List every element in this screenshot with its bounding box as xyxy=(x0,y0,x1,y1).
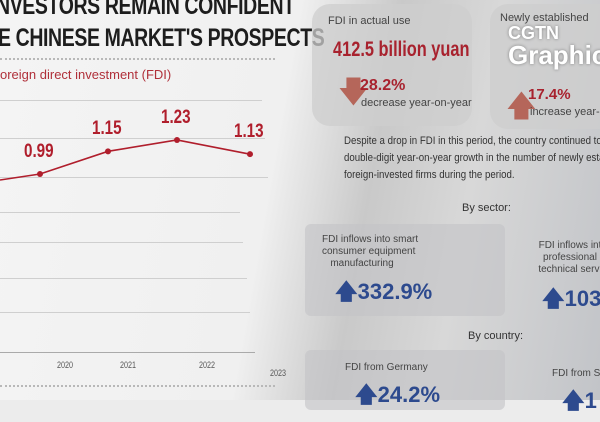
new-firms-change: 17.4% xyxy=(528,86,571,103)
paragraph-line: Despite a drop in FDI in this period, th… xyxy=(344,135,600,147)
data-label: 0.99 xyxy=(24,141,54,162)
fdi-change: 28.2% xyxy=(360,77,406,94)
sector-card xyxy=(305,224,505,316)
sector-label: FDI inflows into smart consumer equipmen… xyxy=(322,234,419,270)
logo-line-2: Graphic xyxy=(508,40,600,70)
arrow-up-icon: 🡅 xyxy=(335,279,358,304)
cgtn-graphics-logo: CGTN Graphic xyxy=(508,24,600,68)
sector-value-2: 🡅103.1 xyxy=(542,282,600,320)
fdi-desc: decrease year-on-year xyxy=(361,97,472,109)
arrow-up-icon: 🡅 xyxy=(562,388,585,413)
gridline xyxy=(0,212,240,213)
gridline xyxy=(0,138,265,139)
data-label: 1.15 xyxy=(92,118,122,140)
new-firms-card xyxy=(490,4,600,129)
paragraph-line: foreign-invested firms during the period… xyxy=(344,169,515,181)
data-point xyxy=(37,171,43,177)
data-point xyxy=(247,151,253,158)
fdi-line-chart xyxy=(0,137,253,181)
by-country-heading: By country: xyxy=(468,330,524,342)
by-sector-heading: By sector: xyxy=(462,202,511,214)
sector-value: 103.1 xyxy=(564,286,600,311)
fdi-card xyxy=(312,4,472,126)
country-value-1: 🡅24.2% xyxy=(355,378,440,416)
headline-line-2: E CHINESE MARKET'S PROSPECTS xyxy=(0,24,325,52)
divider xyxy=(0,58,275,60)
country-value: 24.2% xyxy=(377,382,441,407)
fdi-label: FDI in actual use xyxy=(328,15,411,27)
gridline xyxy=(0,242,243,243)
chart-subtitle: oreign direct investment (FDI) xyxy=(0,67,172,82)
fdi-value: 412.5 billion yuan xyxy=(333,38,470,61)
x-tick-2020: 2020 xyxy=(57,360,74,370)
country-value-2: 🡅1 xyxy=(562,384,597,422)
arrow-up-icon: 🡅 xyxy=(506,90,537,123)
gridline xyxy=(0,177,268,178)
sector-value-1: 🡅332.9% xyxy=(335,275,432,313)
headline-line-1: NVESTORS REMAIN CONFIDENT xyxy=(0,0,295,20)
arrow-up-icon: 🡅 xyxy=(355,382,378,407)
country-label: FDI from Germany xyxy=(345,362,428,373)
summary-paragraph: Despite a drop in FDI in this period, th… xyxy=(344,133,600,184)
data-label: 1.23 xyxy=(161,107,191,128)
x-tick-2022: 2022 xyxy=(199,360,216,370)
sector-label-line: manufacturing xyxy=(330,258,394,269)
sector-label-line: consumer equipment xyxy=(322,246,416,257)
logo-line-1: CGTN xyxy=(508,23,559,43)
arrow-down-icon: 🡇 xyxy=(338,76,369,109)
paragraph-line: double-digit year-on-year growth in the … xyxy=(344,152,600,164)
country-label: FDI from Sin xyxy=(552,368,600,379)
gridline xyxy=(0,312,250,313)
new-firms-desc: increase year-on- xyxy=(530,106,600,118)
gridline xyxy=(0,278,247,279)
data-point xyxy=(174,137,180,143)
x-tick-2023: 2023 xyxy=(270,368,287,378)
sector-label-line: technical servi xyxy=(538,264,600,275)
sector-label-line: FDI inflows int xyxy=(538,240,600,251)
country-value: 1 xyxy=(584,388,597,413)
x-axis xyxy=(0,352,255,353)
data-point xyxy=(105,148,111,155)
sector-label-line: professional xyxy=(543,252,597,263)
new-firms-label: Newly established xyxy=(500,12,589,24)
gridline xyxy=(0,100,262,101)
arrow-up-icon: 🡅 xyxy=(542,286,565,311)
x-tick-2021: 2021 xyxy=(120,360,137,370)
data-label: 1.13 xyxy=(234,121,264,143)
sector-value: 332.9% xyxy=(357,279,433,304)
divider xyxy=(0,385,275,387)
sector-label-line: FDI inflows into smart xyxy=(322,234,419,245)
sector-label: FDI inflows int professional technical s… xyxy=(525,240,600,276)
